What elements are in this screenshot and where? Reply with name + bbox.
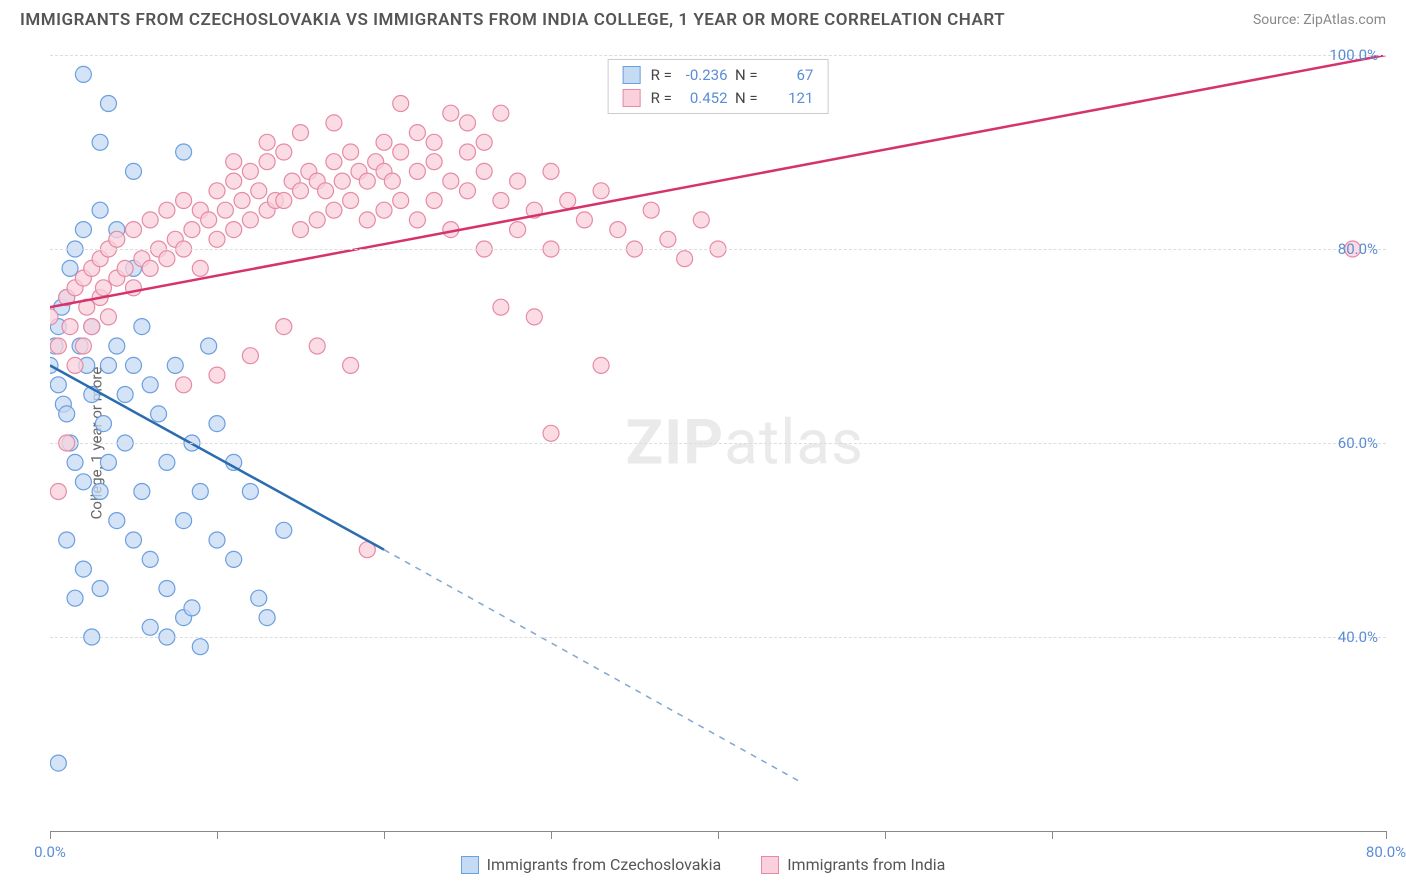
chart-title: IMMIGRANTS FROM CZECHOSLOVAKIA VS IMMIGR… (20, 10, 1005, 30)
n-value-0: 67 (761, 64, 813, 87)
swatch-series-1 (623, 89, 641, 107)
r-value-0: -0.236 (676, 64, 728, 87)
swatch-series-0 (623, 66, 641, 84)
bottom-legend: Immigrants from Czechoslovakia Immigrant… (0, 855, 1406, 874)
chart-source: Source: ZipAtlas.com (1253, 12, 1386, 28)
r-value-1: 0.452 (676, 87, 728, 110)
n-value-1: 121 (761, 87, 813, 110)
stats-legend-box: R = -0.236 N = 67 R = 0.452 N = 121 (608, 59, 829, 114)
legend-item-1: Immigrants from India (761, 855, 945, 874)
y-tick-label: 60.0% (1338, 434, 1378, 452)
legend-label-1: Immigrants from India (787, 855, 945, 874)
chart-area: College, 1 year or more ZIPatlas R = -0.… (50, 55, 1386, 832)
chart-header: IMMIGRANTS FROM CZECHOSLOVAKIA VS IMMIGR… (0, 0, 1406, 38)
legend-item-0: Immigrants from Czechoslovakia (461, 855, 722, 874)
stats-row-series-0: R = -0.236 N = 67 (623, 64, 814, 87)
y-tick-label: 80.0% (1338, 240, 1378, 258)
legend-swatch-1 (761, 856, 779, 874)
y-tick-label: 100.0% (1329, 46, 1378, 64)
legend-label-0: Immigrants from Czechoslovakia (487, 855, 722, 874)
y-tick-label: 40.0% (1338, 628, 1378, 646)
stats-row-series-1: R = 0.452 N = 121 (623, 87, 814, 110)
legend-swatch-0 (461, 856, 479, 874)
